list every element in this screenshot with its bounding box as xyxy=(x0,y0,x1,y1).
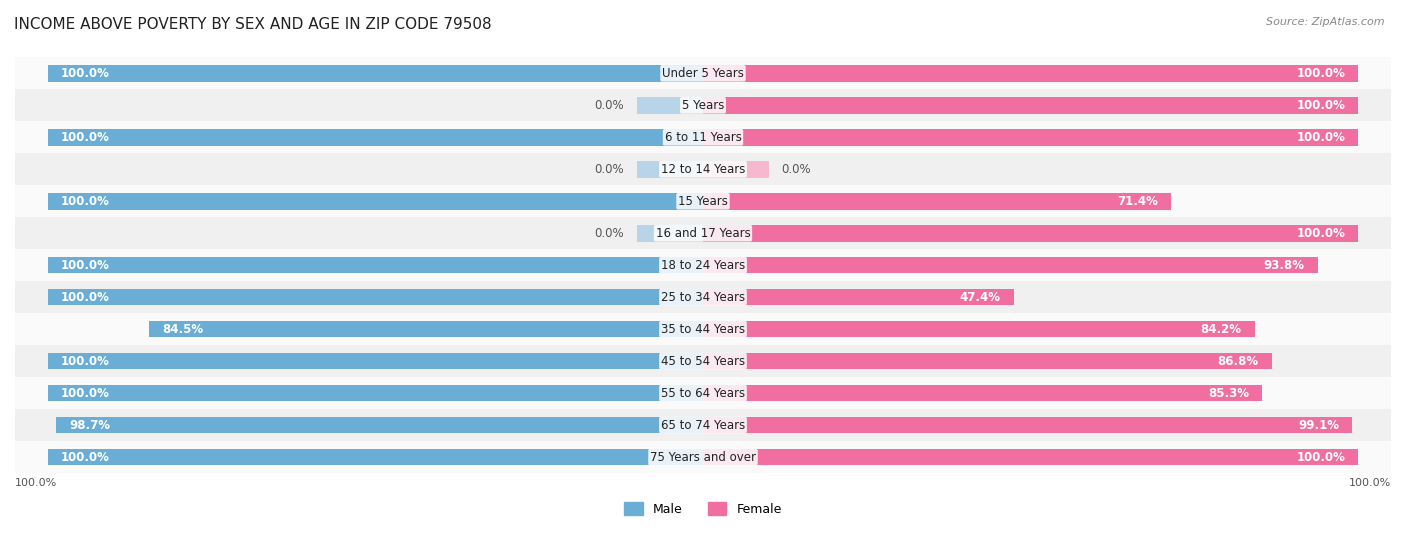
Bar xyxy=(0,409,1406,441)
Bar xyxy=(0,58,1406,89)
Bar xyxy=(703,321,1254,338)
Text: 100.0%: 100.0% xyxy=(1296,451,1346,463)
Text: 65 to 74 Years: 65 to 74 Years xyxy=(661,419,745,432)
Text: Under 5 Years: Under 5 Years xyxy=(662,67,744,80)
Bar xyxy=(48,353,703,369)
Bar xyxy=(703,129,1358,145)
Text: 84.5%: 84.5% xyxy=(163,323,204,335)
Text: 0.0%: 0.0% xyxy=(782,163,811,176)
Text: 99.1%: 99.1% xyxy=(1298,419,1340,432)
Bar xyxy=(0,121,1406,153)
Text: 12 to 14 Years: 12 to 14 Years xyxy=(661,163,745,176)
Text: 100.0%: 100.0% xyxy=(60,131,110,144)
Bar xyxy=(0,313,1406,345)
Text: 85.3%: 85.3% xyxy=(1208,387,1249,400)
Bar xyxy=(48,193,703,210)
Bar xyxy=(48,129,703,145)
Bar xyxy=(56,417,703,433)
Text: 71.4%: 71.4% xyxy=(1116,195,1157,208)
Bar xyxy=(48,449,703,465)
Bar xyxy=(0,281,1406,313)
Bar xyxy=(637,97,703,113)
Text: 98.7%: 98.7% xyxy=(69,419,111,432)
Bar xyxy=(703,193,1171,210)
Bar xyxy=(703,97,1358,113)
Text: 100.0%: 100.0% xyxy=(60,259,110,272)
Bar xyxy=(0,217,1406,249)
Text: 16 and 17 Years: 16 and 17 Years xyxy=(655,227,751,240)
Text: 18 to 24 Years: 18 to 24 Years xyxy=(661,259,745,272)
Text: 100.0%: 100.0% xyxy=(60,451,110,463)
Legend: Male, Female: Male, Female xyxy=(619,497,787,520)
Bar xyxy=(0,377,1406,409)
Text: 35 to 44 Years: 35 to 44 Years xyxy=(661,323,745,335)
Bar xyxy=(0,89,1406,121)
Bar xyxy=(703,161,769,178)
Text: 100.0%: 100.0% xyxy=(1296,67,1346,80)
Text: 47.4%: 47.4% xyxy=(959,291,1001,304)
Text: 100.0%: 100.0% xyxy=(60,67,110,80)
Bar xyxy=(703,417,1353,433)
Text: 100.0%: 100.0% xyxy=(60,195,110,208)
Bar xyxy=(637,225,703,241)
Text: 100.0%: 100.0% xyxy=(1296,131,1346,144)
Text: INCOME ABOVE POVERTY BY SEX AND AGE IN ZIP CODE 79508: INCOME ABOVE POVERTY BY SEX AND AGE IN Z… xyxy=(14,17,492,32)
Bar xyxy=(0,185,1406,217)
Bar xyxy=(703,225,1358,241)
Bar xyxy=(703,289,1014,305)
Bar xyxy=(0,153,1406,185)
Text: 5 Years: 5 Years xyxy=(682,99,724,112)
Text: 100.0%: 100.0% xyxy=(60,387,110,400)
Text: 100.0%: 100.0% xyxy=(15,478,58,488)
Bar xyxy=(703,449,1358,465)
Bar xyxy=(0,441,1406,473)
Text: 100.0%: 100.0% xyxy=(1348,478,1391,488)
Text: 100.0%: 100.0% xyxy=(60,354,110,368)
Text: 75 Years and over: 75 Years and over xyxy=(650,451,756,463)
Bar xyxy=(0,345,1406,377)
Text: 15 Years: 15 Years xyxy=(678,195,728,208)
Text: 84.2%: 84.2% xyxy=(1201,323,1241,335)
Text: 45 to 54 Years: 45 to 54 Years xyxy=(661,354,745,368)
Bar xyxy=(149,321,703,338)
Bar xyxy=(48,65,703,82)
Bar xyxy=(48,289,703,305)
Text: 100.0%: 100.0% xyxy=(1296,99,1346,112)
Text: 86.8%: 86.8% xyxy=(1218,354,1258,368)
Bar xyxy=(48,385,703,401)
Bar xyxy=(703,65,1358,82)
Bar xyxy=(637,161,703,178)
Bar xyxy=(0,249,1406,281)
Text: 100.0%: 100.0% xyxy=(60,291,110,304)
Text: Source: ZipAtlas.com: Source: ZipAtlas.com xyxy=(1267,17,1385,27)
Bar xyxy=(703,257,1317,273)
Text: 55 to 64 Years: 55 to 64 Years xyxy=(661,387,745,400)
Text: 6 to 11 Years: 6 to 11 Years xyxy=(665,131,741,144)
Text: 0.0%: 0.0% xyxy=(595,163,624,176)
Bar xyxy=(703,353,1272,369)
Text: 0.0%: 0.0% xyxy=(595,227,624,240)
Text: 93.8%: 93.8% xyxy=(1264,259,1305,272)
Text: 100.0%: 100.0% xyxy=(1296,227,1346,240)
Bar xyxy=(48,257,703,273)
Bar xyxy=(703,385,1263,401)
Text: 25 to 34 Years: 25 to 34 Years xyxy=(661,291,745,304)
Text: 0.0%: 0.0% xyxy=(595,99,624,112)
